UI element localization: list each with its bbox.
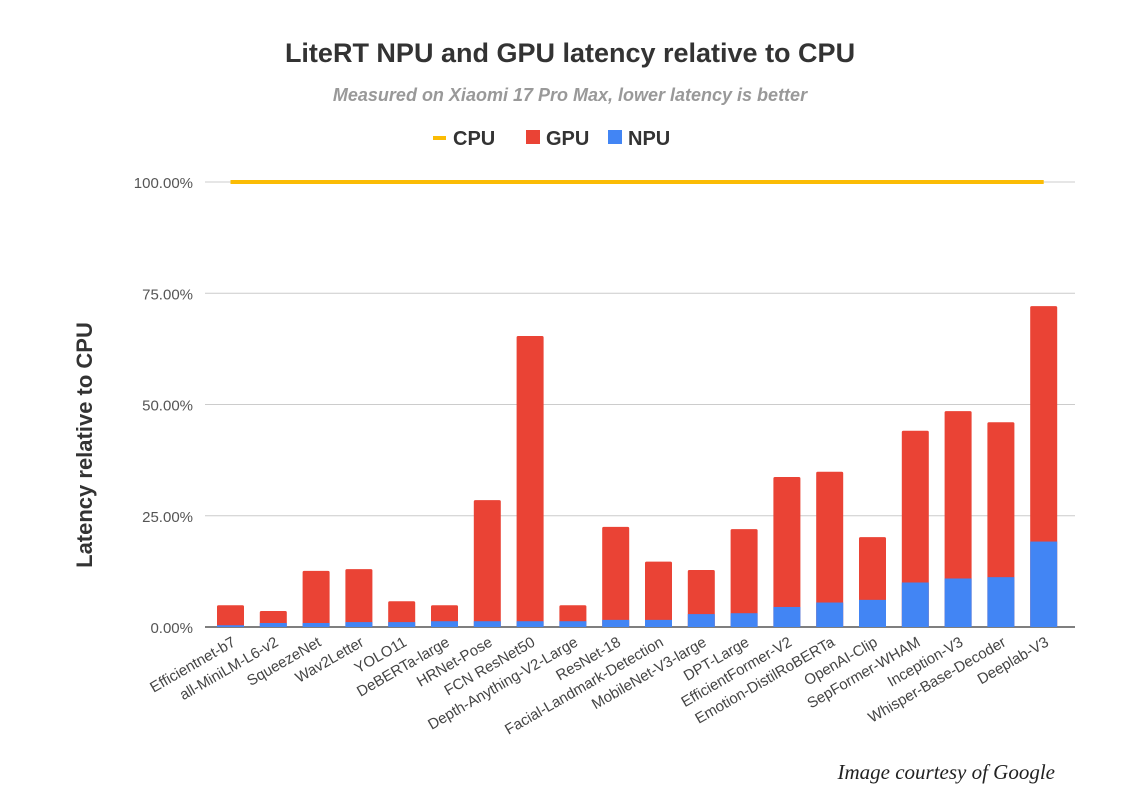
npu-bar [944,578,972,627]
npu-bar [1030,541,1058,627]
chart-title: LiteRT NPU and GPU latency relative to C… [285,38,855,68]
gpu-bar [473,500,501,627]
npu-bar [516,621,544,627]
gpu-bar [388,601,416,627]
gpu-bar [345,569,373,627]
gpu-bar [987,422,1015,627]
legend-cpu-swatch [433,136,446,140]
y-axis-title: Latency relative to CPU [72,322,97,568]
npu-bar [259,622,287,627]
y-tick-label: 50.00% [142,398,193,415]
image-credit: Image courtesy of Google [836,760,1055,784]
npu-bar [473,621,501,627]
gpu-bar [901,430,929,627]
npu-bar [645,619,672,627]
npu-bar [773,606,801,627]
gpu-bar [773,477,801,627]
gpu-bar [645,561,672,627]
npu-bar [217,625,244,627]
npu-bar [559,621,587,627]
legend-npu-swatch [608,130,622,144]
gpu-bar [944,411,972,627]
y-tick-label: 100.00% [134,175,193,192]
npu-bar [345,622,373,627]
npu-bar [987,577,1015,627]
npu-bar [901,582,929,627]
npu-bar [730,613,758,627]
legend-npu-label: NPU [628,128,670,150]
y-tick-label: 25.00% [142,509,193,526]
legend-gpu-label: GPU [546,128,589,150]
x-tick-labels: Efficientnet-b7all-MiniLM-L6-v2SqueezeNe… [147,633,1052,738]
npu-bar [859,599,886,627]
y-tick-label: 0.00% [150,620,193,637]
gpu-bar [730,529,758,627]
gpu-bar [516,335,544,627]
gpu-bar [302,570,330,627]
gpu-bar [217,605,244,627]
npu-bar [816,602,844,627]
gpu-bar [602,526,630,627]
legend-gpu-swatch [526,130,540,144]
npu-bar [602,619,630,627]
bars [217,180,1058,627]
npu-bar [388,622,416,627]
npu-bar [431,621,458,627]
legend: CPU GPU NPU [433,128,670,150]
npu-bar [302,622,330,627]
gpu-bar [816,471,844,627]
legend-cpu-label: CPU [453,128,495,150]
npu-bar [687,614,715,627]
gpu-bar [687,570,715,627]
y-tick-label: 75.00% [142,286,193,303]
chart-subtitle: Measured on Xiaomi 17 Pro Max, lower lat… [333,85,808,105]
